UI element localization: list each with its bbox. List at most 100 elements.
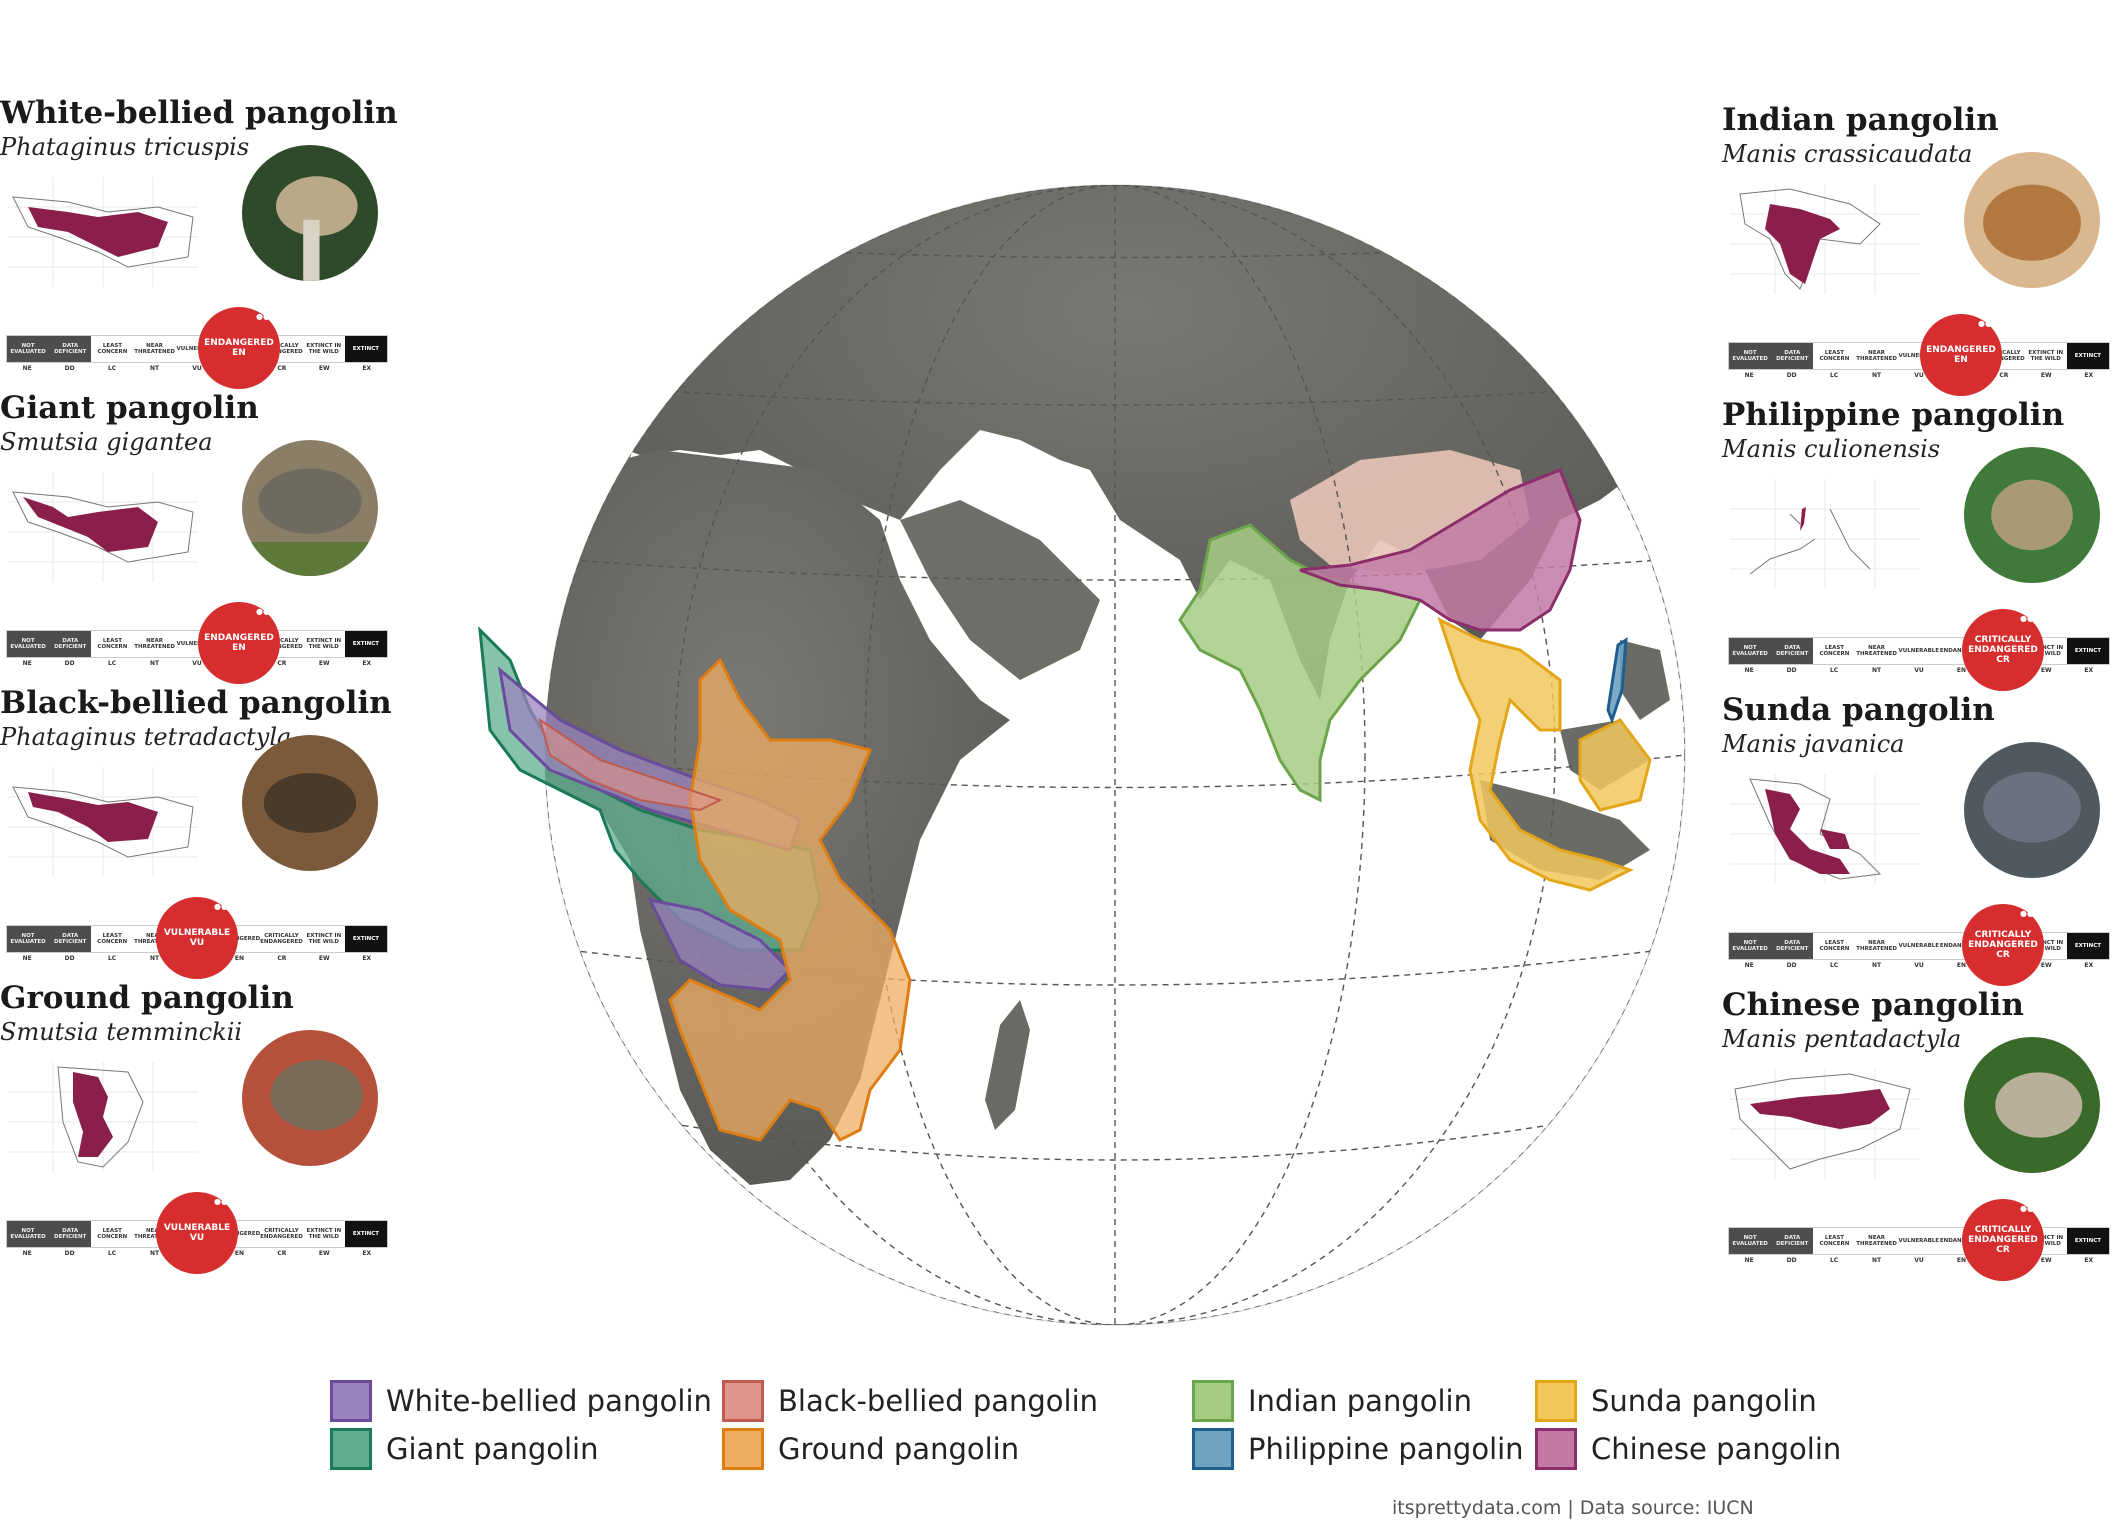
iucn-label: CRITICALLY ENDANGERED xyxy=(260,1228,303,1240)
iucn-code: NE xyxy=(22,365,32,372)
iucn-label: ENDANGERED xyxy=(1940,638,1983,664)
species-card-philippine: Philippine pangolin Manis culionensis NO… xyxy=(1722,397,2112,691)
legend-item: Indian pangolin xyxy=(1192,1380,1472,1422)
iucn-code: EX xyxy=(2084,667,2094,674)
iucn-label: CRITICALLY ENDANGERED xyxy=(1982,350,2025,362)
iucn-label: LEAST CONCERN xyxy=(1819,940,1850,952)
iucn-code: EX xyxy=(362,660,372,667)
status-badge: ●● ENDANGERED EN xyxy=(1920,314,2002,396)
iucn-label: NEAR THREATENED xyxy=(1856,940,1897,952)
status-code: EN xyxy=(232,643,246,653)
species-name: Philippine pangolin xyxy=(1722,397,2065,433)
iucn-code: CR xyxy=(277,1250,287,1257)
range-minimap xyxy=(8,1062,198,1172)
iucn-logo-icon: ●● xyxy=(2020,909,2034,918)
species-name: Ground pangolin xyxy=(0,980,294,1016)
iucn-label: LEAST CONCERN xyxy=(97,1228,128,1240)
iucn-code: NE xyxy=(1744,372,1754,379)
iucn-code: EX xyxy=(2084,372,2094,379)
iucn-scale-bar: NOT EVALUATED DATA DEFICIENT LEAST CONCE… xyxy=(1728,637,2110,665)
legend-swatch xyxy=(330,1428,372,1470)
iucn-label: VULNERABLE xyxy=(1898,943,1940,949)
iucn-label: CRITICALLY ENDANGERED xyxy=(260,638,303,650)
iucn-code: LC xyxy=(107,955,117,962)
iucn-code: DD xyxy=(64,1250,75,1257)
species-name: Giant pangolin xyxy=(0,390,259,426)
iucn-label: DATA DEFICIENT xyxy=(49,631,92,657)
iucn-label: NEAR THREATENED xyxy=(1856,350,1897,362)
range-ground xyxy=(668,657,912,1142)
legend-item: Black-bellied pangolin xyxy=(722,1380,1098,1422)
legend-swatch xyxy=(1192,1428,1234,1470)
iucn-status-scale: NOT EVALUATED DATA DEFICIENT LEAST CONCE… xyxy=(1728,1199,2110,1281)
iucn-status-scale: NOT EVALUATED DATA DEFICIENT LEAST CONCE… xyxy=(1728,904,2110,986)
iucn-status-scale: NOT EVALUATED DATA DEFICIENT LEAST CONCE… xyxy=(1728,314,2110,396)
range-black-bellied xyxy=(538,717,723,812)
iucn-label: LEAST CONCERN xyxy=(1819,1235,1850,1247)
iucn-code: EN xyxy=(1956,667,1966,674)
range-minimap xyxy=(8,767,198,877)
iucn-label: EXTINCT xyxy=(2066,933,2109,959)
iucn-label: LEAST CONCERN xyxy=(97,933,128,945)
range-minimap xyxy=(1730,1069,1920,1179)
iucn-label: CRITICALLY ENDANGERED xyxy=(260,343,303,355)
iucn-logo-icon: ●● xyxy=(256,312,270,321)
iucn-code: NT xyxy=(149,955,160,962)
range-minimap xyxy=(1730,479,1920,589)
iucn-code: LC xyxy=(1829,667,1839,674)
species-scientific-name: Smutsia gigantea xyxy=(0,428,213,456)
iucn-code: CR xyxy=(277,660,287,667)
species-scientific-name: Manis crassicaudata xyxy=(1722,140,1973,168)
iucn-code: NE xyxy=(1744,1257,1754,1264)
iucn-code: EW xyxy=(2040,667,2052,674)
iucn-code: NT xyxy=(1871,372,1882,379)
legend-label: Philippine pangolin xyxy=(1248,1432,1524,1466)
iucn-label: NOT EVALUATED xyxy=(1729,343,1772,369)
pangolin-photo xyxy=(1964,1037,2100,1173)
iucn-code: CR xyxy=(277,955,287,962)
iucn-code: DD xyxy=(1786,667,1797,674)
species-scientific-name: Phataginus tricuspis xyxy=(0,133,250,161)
iucn-status-scale: NOT EVALUATED DATA DEFICIENT LEAST CONCE… xyxy=(6,602,388,684)
legend-label: Black-bellied pangolin xyxy=(778,1384,1099,1418)
legend-item: Chinese pangolin xyxy=(1535,1428,1841,1470)
iucn-label: EXTINCT xyxy=(2066,343,2109,369)
iucn-code: NE xyxy=(1744,667,1754,674)
iucn-scale-bar: NOT EVALUATED DATA DEFICIENT LEAST CONCE… xyxy=(1728,932,2110,960)
iucn-code: LC xyxy=(1829,1257,1839,1264)
iucn-code: VU xyxy=(1914,667,1924,674)
iucn-label: DATA DEFICIENT xyxy=(49,336,92,362)
iucn-label: EXTINCT IN THE WILD xyxy=(2028,1235,2064,1247)
iucn-code: DD xyxy=(64,660,75,667)
iucn-code: DD xyxy=(64,365,75,372)
iucn-scale-bar: NOT EVALUATED DATA DEFICIENT LEAST CONCE… xyxy=(1728,1227,2110,1255)
iucn-code: EW xyxy=(318,955,330,962)
iucn-code: EX xyxy=(362,955,372,962)
legend-swatch xyxy=(330,1380,372,1422)
iucn-label: DATA DEFICIENT xyxy=(1771,343,1814,369)
status-badge: ●● CRITICALLY ENDANGERED CR xyxy=(1962,904,2044,986)
iucn-label: EXTINCT xyxy=(344,336,387,362)
iucn-code: LC xyxy=(107,1250,117,1257)
iucn-code: EN xyxy=(234,955,244,962)
iucn-label: EXTINCT xyxy=(344,1221,387,1247)
species-scientific-name: Manis culionensis xyxy=(1722,435,1941,463)
iucn-status-scale: NOT EVALUATED DATA DEFICIENT LEAST CONCE… xyxy=(6,897,388,979)
species-card-giant: Giant pangolin Smutsia gigantea NOT EVAL… xyxy=(0,390,390,684)
iucn-label: NEAR THREATENED xyxy=(134,343,175,355)
iucn-scale-bar: NOT EVALUATED DATA DEFICIENT LEAST CONCE… xyxy=(1728,342,2110,370)
iucn-code: DD xyxy=(1786,1257,1797,1264)
iucn-scale-bar: NOT EVALUATED DATA DEFICIENT LEAST CONCE… xyxy=(6,630,388,658)
species-card-sunda: Sunda pangolin Manis javanica NOT EVALUA… xyxy=(1722,692,2112,986)
iucn-label: EXTINCT IN THE WILD xyxy=(306,638,342,650)
iucn-label: VULNERABLE xyxy=(1898,353,1940,359)
iucn-code: LC xyxy=(107,660,117,667)
iucn-logo-icon: ●● xyxy=(2020,1204,2034,1213)
iucn-label: VULNERABLE xyxy=(176,641,218,647)
legend-item: Philippine pangolin xyxy=(1192,1428,1524,1470)
iucn-label: NOT EVALUATED xyxy=(7,926,50,952)
iucn-label: EXTINCT xyxy=(344,926,387,952)
legend-swatch xyxy=(722,1428,764,1470)
species-name: Sunda pangolin xyxy=(1722,692,1995,728)
species-card-indian: Indian pangolin Manis crassicaudata NOT … xyxy=(1722,102,2112,396)
